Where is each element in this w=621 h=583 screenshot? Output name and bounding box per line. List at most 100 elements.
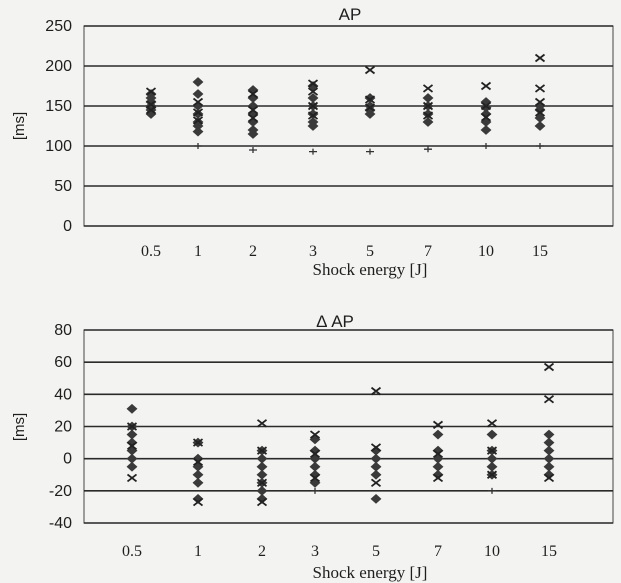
y-tick-label-ap: 100 [45,138,72,155]
data-point-x [192,438,204,447]
data-point-x [192,97,204,107]
x-tick-label-delta-ap: 3 [311,543,319,560]
data-point-plus [424,146,432,153]
data-point-x [247,89,259,99]
x-tick-label-delta-ap: 1 [194,543,202,560]
data-point-x [126,422,138,431]
y-axis-label-ap: [ms] [11,112,28,140]
data-point-diamond [370,469,382,480]
y-tick-label-ap: 250 [45,18,72,35]
data-point-x [432,420,444,430]
data-point-x [534,108,546,117]
y-tick-label-ap: 50 [54,178,72,195]
data-point-x [534,84,546,93]
data-point-x [432,449,444,459]
x-tick-label-delta-ap: 0.5 [122,543,142,560]
data-point-diamond [422,117,434,127]
data-point-x [307,87,319,96]
chart-delta-ap: Δ AP [ms] Shock energy [J] -40 -20 0 20 40 60… [11,312,614,582]
data-point-x [480,112,492,122]
data-point-diamond [192,477,204,488]
data-point-plus [536,143,544,149]
data-point-x [534,53,546,63]
y-tick-label-delta-ap: 40 [54,386,72,403]
data-point-diamond [370,493,382,504]
data-point-x [432,473,444,483]
x-tick-label-ap: 5 [366,243,374,260]
data-point-x [256,419,268,428]
data-point-diamond [486,429,498,440]
data-point-diamond [192,126,204,137]
x-tick-label-ap: 1 [194,243,202,260]
data-point-plus [482,143,490,149]
data-point-diamond [192,89,204,99]
data-point-x [364,103,376,112]
x-tick-label-ap: 0.5 [141,243,161,260]
y-tick-label-ap: 200 [45,58,72,75]
data-point-diamond [247,129,259,139]
data-point-x [370,386,382,396]
x-tick-label-ap: 15 [532,243,548,260]
x-tick-label-delta-ap: 15 [541,543,557,560]
data-point-diamond [364,109,376,119]
data-point-x [480,81,492,91]
data-point-x [364,65,376,75]
data-point-x [309,473,321,483]
data-point-x [247,113,259,123]
y-tick-label-delta-ap: 0 [63,451,72,468]
y-tick-label-delta-ap: 60 [54,354,72,371]
x-tick-label-ap: 2 [249,243,257,260]
data-point-diamond [432,429,444,440]
data-point-x [126,473,138,483]
data-point-diamond [126,461,138,472]
data-point-x [145,87,157,96]
data-point-x [307,79,319,88]
data-point-x [256,497,268,507]
data-point-x [486,470,498,479]
data-point-plus [194,143,202,149]
x-tick-label-delta-ap: 10 [484,543,500,560]
data-point-x [192,457,204,467]
data-point-diamond [480,125,492,135]
data-point-x [126,441,138,451]
data-point-x [370,443,382,452]
data-point-x [543,362,555,372]
x-axis-label-delta-ap: Shock energy [J] [313,563,428,582]
x-tick-label-ap: 10 [478,243,494,260]
y-tick-label-delta-ap: 20 [54,419,72,436]
data-point-diamond [192,77,204,87]
x-tick-label-delta-ap: 7 [434,543,442,560]
chart-ap: AP [ms] Shock energy [J] 050100150200250… [11,5,614,279]
data-point-x [307,111,319,120]
data-point-x [543,473,555,483]
chart-title-delta-ap: Δ AP [316,312,354,331]
data-point-x [422,111,434,120]
plot-frame-ap [83,25,614,227]
y-tick-label-ap: 0 [63,218,72,235]
y-tick-label-delta-ap: -20 [49,483,72,500]
data-point-x [486,419,498,428]
data-point-x [422,84,434,93]
x-tick-label-ap: 7 [424,243,432,260]
data-point-x [256,478,268,488]
data-point-plus [488,487,496,494]
x-tick-label-ap: 3 [309,243,317,260]
data-point-x [307,101,319,111]
data-point-x [480,101,492,111]
x-tick-label-delta-ap: 5 [372,543,380,560]
data-point-x [309,430,321,439]
data-point-diamond [307,121,319,131]
data-point-plus [366,148,374,155]
data-point-x [192,497,204,507]
chart-title-ap: AP [339,5,362,24]
data-point-x [256,446,268,455]
y-tick-label-delta-ap: -40 [49,515,72,532]
data-point-x [192,108,204,117]
data-point-diamond [126,403,138,414]
data-point-x [422,101,434,111]
data-point-x [247,105,259,115]
data-point-plus [311,487,319,494]
data-point-plus [249,147,257,153]
data-point-x [145,105,157,115]
